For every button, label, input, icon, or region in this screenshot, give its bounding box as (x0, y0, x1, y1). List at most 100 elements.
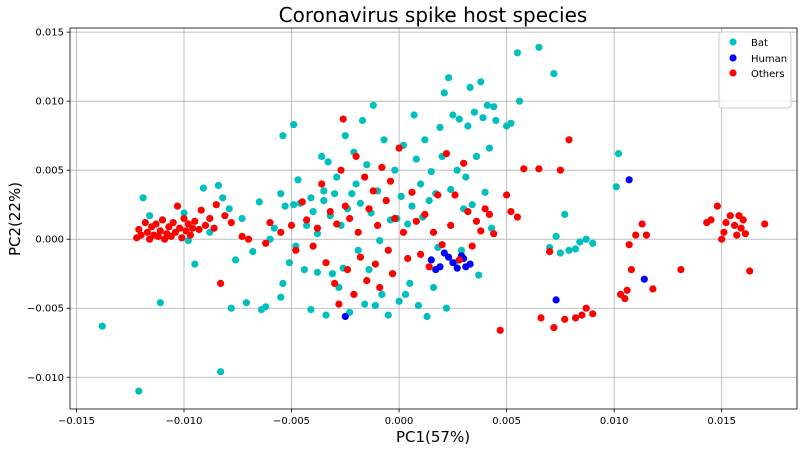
point-bat (318, 152, 326, 160)
point-others (438, 241, 446, 249)
point-human (552, 296, 560, 304)
point-others (638, 220, 646, 228)
point-others (152, 220, 160, 228)
point-others (313, 224, 321, 232)
point-others (389, 270, 397, 278)
point-bat (242, 299, 250, 307)
point-others (726, 212, 734, 220)
legend-marker-bat (729, 38, 737, 46)
point-bat (515, 97, 524, 105)
point-bat (417, 180, 425, 188)
point-bat (217, 368, 225, 376)
point-bat (483, 101, 491, 109)
point-others (546, 248, 554, 256)
point-bat (457, 246, 466, 254)
point-bat (313, 230, 321, 238)
point-others (238, 232, 246, 240)
point-bat (98, 322, 106, 330)
x-tick-label: −0.010 (165, 416, 202, 427)
point-bat (475, 271, 483, 279)
point-bat (320, 187, 328, 195)
point-others (399, 228, 407, 236)
point-others (335, 300, 343, 308)
point-others (490, 230, 498, 238)
point-others (481, 205, 489, 213)
point-bat (556, 249, 565, 257)
point-bat (481, 188, 489, 196)
point-bat (277, 190, 285, 198)
point-human (625, 176, 633, 184)
point-others (292, 246, 300, 254)
point-bat (447, 185, 455, 194)
x-tick-label: −0.015 (58, 416, 95, 427)
point-others (720, 228, 728, 236)
point-bat (294, 176, 302, 184)
point-bat (324, 158, 332, 166)
point-others (421, 210, 429, 218)
point-bat (356, 199, 364, 207)
point-others (468, 242, 476, 250)
point-others (369, 187, 377, 195)
point-bat (427, 168, 435, 176)
point-bat (429, 283, 438, 292)
point-others (341, 202, 349, 210)
point-bat (300, 266, 308, 274)
point-others (477, 227, 485, 235)
point-others (391, 214, 399, 223)
point-bat (378, 290, 386, 298)
point-bat (249, 248, 257, 256)
point-bat (492, 116, 500, 125)
point-others (739, 216, 747, 224)
point-bat (354, 246, 362, 254)
point-others (212, 201, 220, 209)
point-bat (449, 111, 457, 119)
point-bat (462, 173, 470, 181)
point-bat (477, 78, 485, 86)
point-others (376, 283, 384, 292)
data-points (98, 43, 769, 395)
point-others (298, 198, 306, 206)
point-others (382, 197, 390, 205)
point-bat (440, 89, 448, 97)
point-bat (348, 190, 356, 198)
x-tick-label: 0.010 (600, 416, 629, 427)
point-bat (361, 300, 369, 308)
point-bat (313, 268, 321, 276)
legend-label-human: Human (751, 54, 787, 65)
point-others (137, 231, 145, 239)
point-human (341, 312, 349, 321)
point-others (733, 231, 741, 239)
legend-box (718, 31, 792, 109)
point-others (210, 224, 218, 232)
point-bat (412, 155, 420, 163)
point-others (337, 166, 345, 174)
point-human (640, 275, 648, 283)
x-axis-label: PC1(57%) (396, 428, 470, 446)
point-bat (307, 306, 315, 314)
point-others (496, 326, 504, 334)
x-tick-label: −0.005 (273, 416, 310, 427)
point-others (363, 277, 371, 285)
grid-lines (70, 28, 797, 409)
point-bat (281, 202, 289, 210)
point-others (201, 221, 210, 229)
point-others (331, 279, 339, 287)
point-bat (333, 173, 341, 181)
point-bat (576, 238, 584, 246)
point-others (565, 136, 573, 144)
plot-frame (69, 27, 798, 410)
point-bat (404, 220, 412, 228)
point-others (578, 311, 586, 319)
point-others (143, 228, 151, 236)
point-bat (397, 192, 405, 200)
point-others (191, 217, 199, 225)
point-others (556, 166, 565, 174)
point-bat (464, 122, 472, 130)
point-others (303, 216, 311, 224)
point-bat (488, 224, 496, 232)
point-others (417, 250, 425, 258)
point-bat (320, 197, 328, 205)
point-bat (238, 214, 246, 223)
